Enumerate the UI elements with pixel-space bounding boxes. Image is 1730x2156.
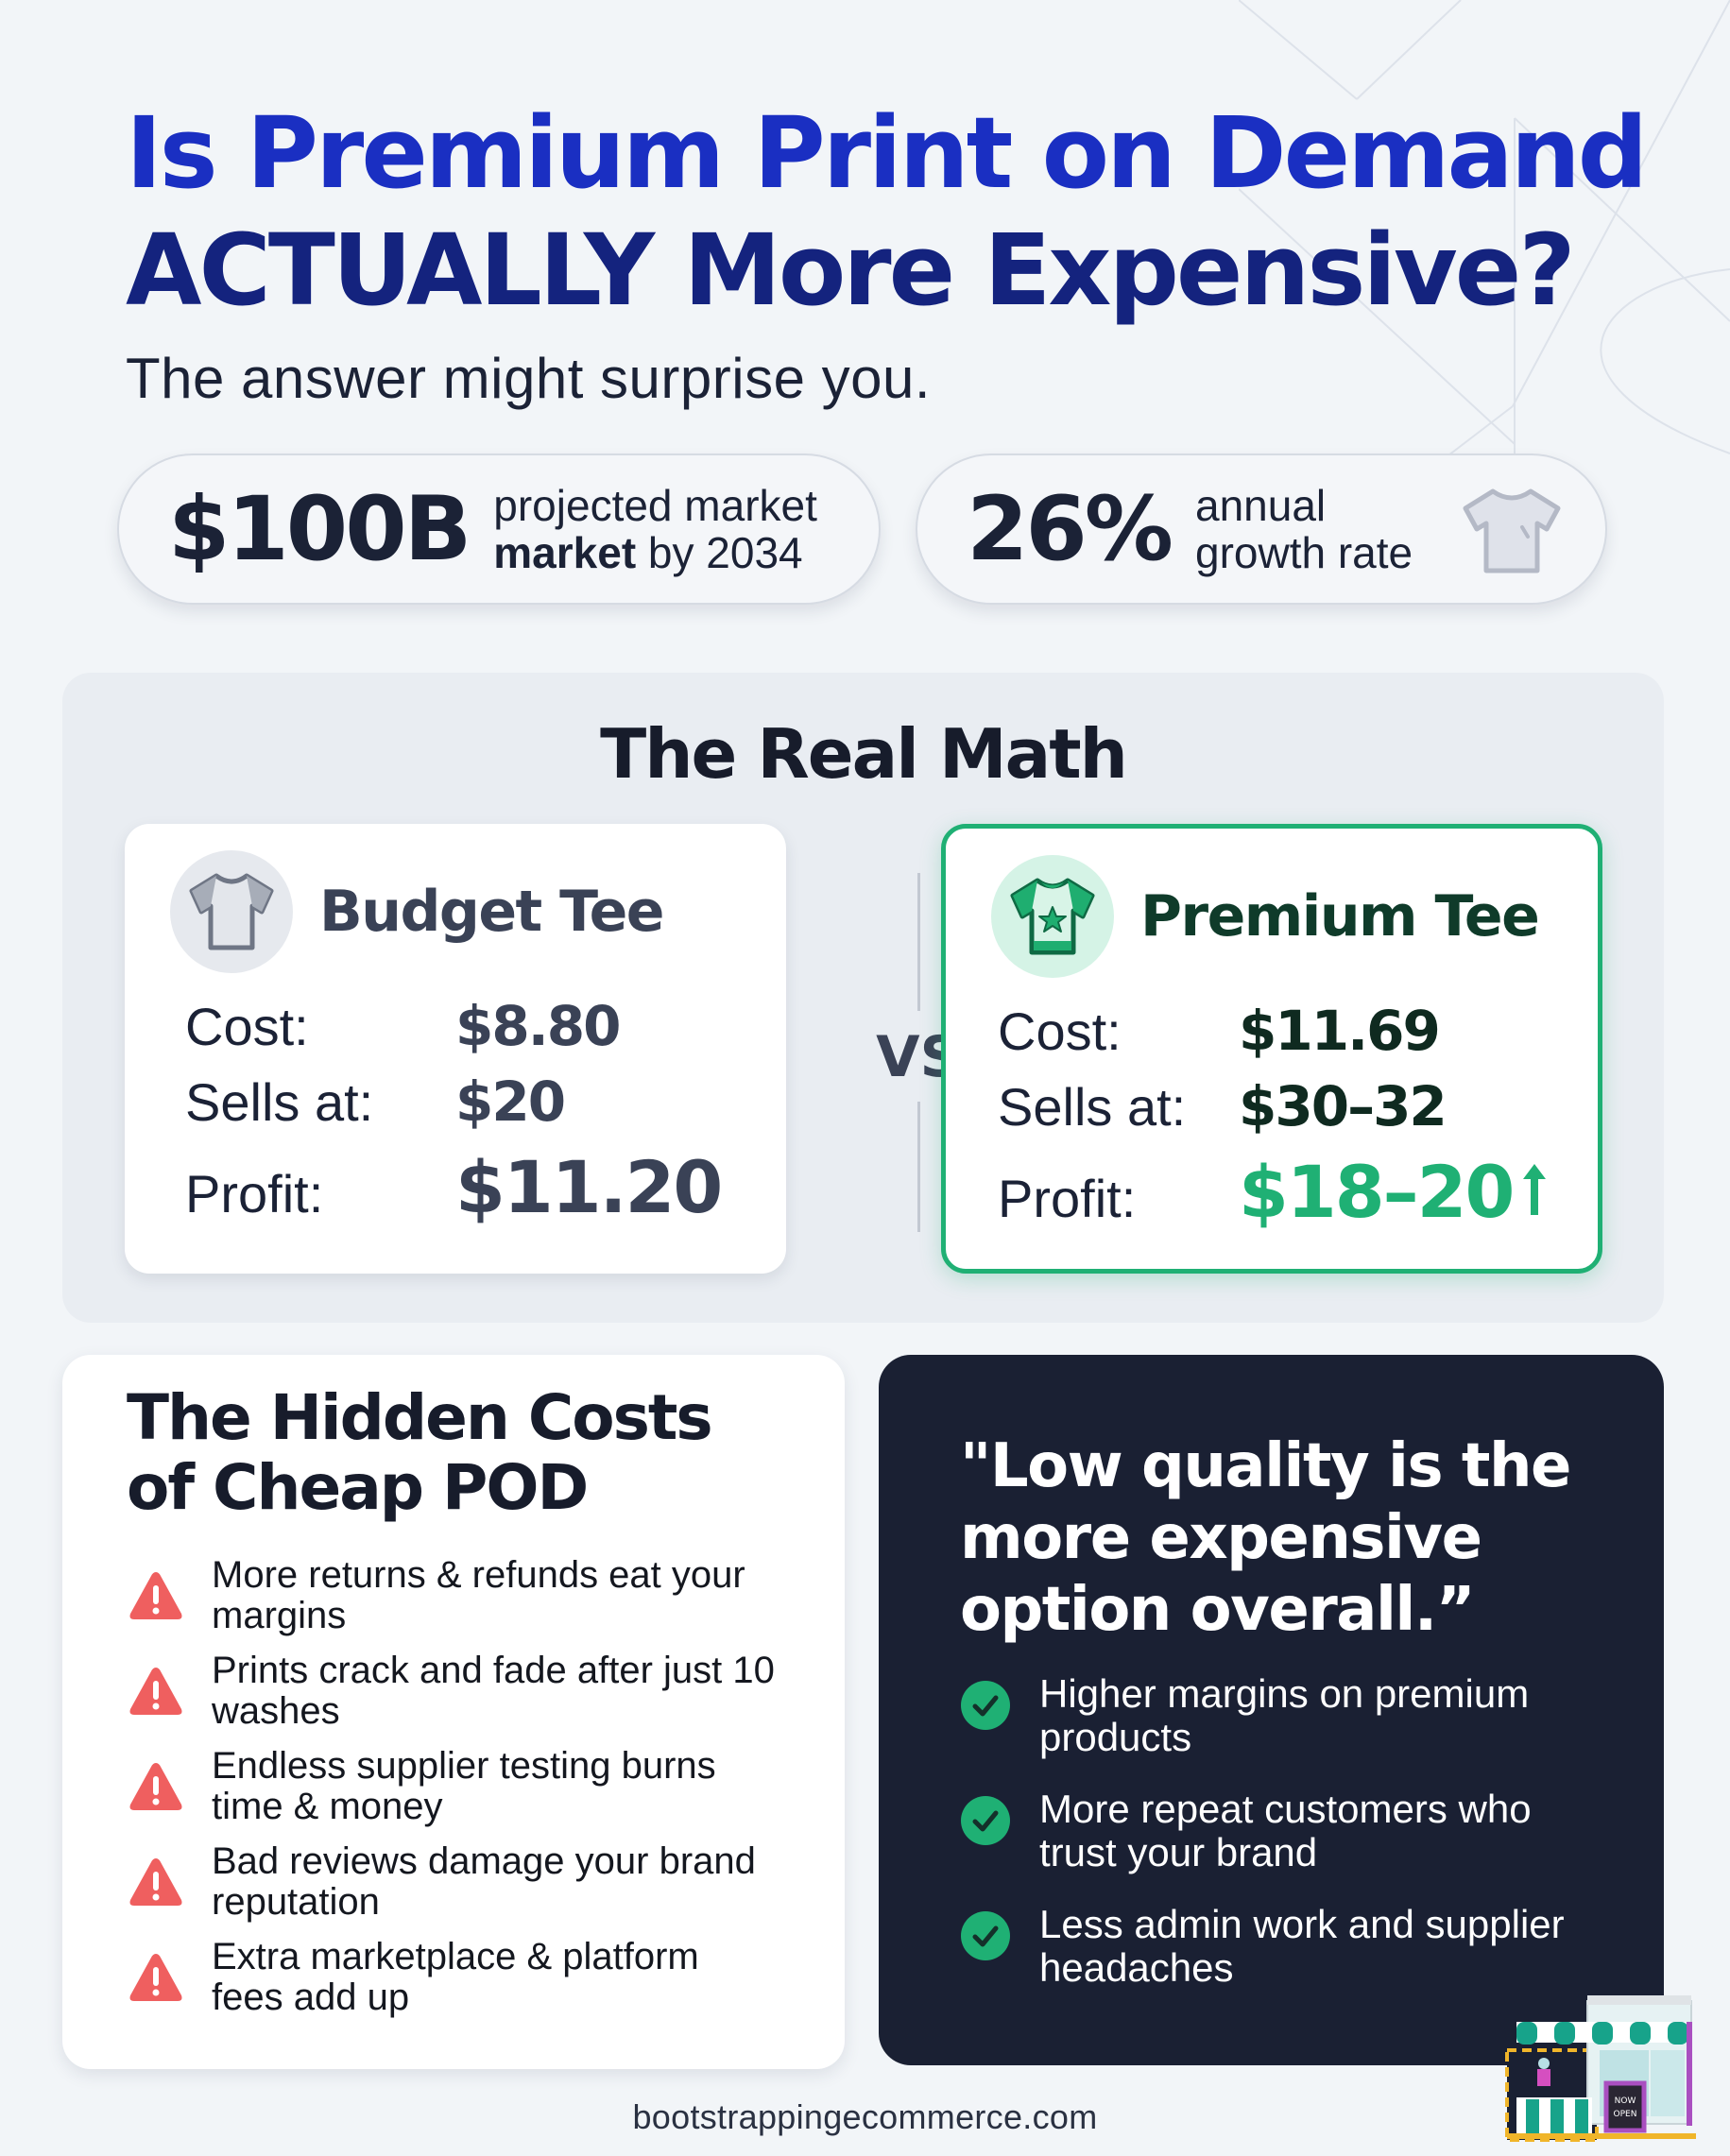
benefits-list: Higher margins on premium products More …: [960, 1672, 1606, 2018]
check-circle-icon: [961, 1911, 1010, 1960]
stat-desc-line1: projected market: [493, 481, 817, 530]
row-label: Sells at:: [998, 1077, 1187, 1137]
row-label: Sells at:: [185, 1072, 374, 1132]
quote-card: "Low quality is the more expensive optio…: [879, 1355, 1664, 2065]
list-item: Less admin work and supplier headaches: [960, 1903, 1606, 1990]
list-item: More returns & refunds eat your margins: [127, 1548, 779, 1643]
stat-description: annual growth rate: [1195, 482, 1413, 576]
warning-icon: [129, 1953, 182, 2001]
row-value: $11.69: [1239, 999, 1441, 1063]
star-tshirt-icon: [1010, 878, 1095, 955]
storefront-illustration: NOW OPEN: [1505, 1995, 1696, 2142]
stat-value: $100B: [168, 477, 471, 581]
warning-icon: [129, 1857, 182, 1906]
premium-tee-name: Premium Tee: [1140, 883, 1540, 950]
arrow-up-icon: [1523, 1164, 1547, 1215]
row-label: Cost:: [998, 1001, 1122, 1061]
row-label: Profit:: [185, 1164, 324, 1223]
tshirt-icon: [1463, 488, 1561, 573]
list-item: Prints crack and fade after just 10 wash…: [127, 1643, 779, 1738]
divider-line: [917, 873, 920, 1011]
hidden-costs-card: The Hidden Costs of Cheap POD More retur…: [62, 1355, 845, 2069]
row-value: $30–32: [1239, 1074, 1447, 1138]
svg-text:OPEN: OPEN: [1614, 2110, 1637, 2119]
row-value: $11.20: [455, 1145, 723, 1229]
list-item-text: Less admin work and supplier headaches: [1039, 1902, 1565, 1990]
hidden-costs-list: More returns & refunds eat your margins …: [127, 1548, 779, 2025]
premium-tee-card: Premium Tee Cost: $11.69 Sells at: $30–3…: [941, 824, 1602, 1274]
footer-url[interactable]: bootstrappingecommerce.com: [632, 2097, 1098, 2136]
check-circle-icon: [961, 1796, 1010, 1845]
row-label: Cost:: [185, 997, 309, 1056]
budget-row-cost: Cost: $8.80: [185, 994, 721, 1069]
warning-icon: [129, 1667, 182, 1715]
premium-row-cost: Cost: $11.69: [998, 999, 1549, 1074]
premium-tee-header: Premium Tee: [991, 855, 1540, 978]
budget-tee-header: Budget Tee: [170, 850, 664, 973]
budget-tee-card: Budget Tee Cost: $8.80 Sells at: $20 Pro…: [125, 824, 786, 1274]
warning-icon: [129, 1571, 182, 1619]
stat-desc-line2: growth rate: [1195, 528, 1413, 577]
list-item-text: Extra marketplace & platform fees add up: [212, 1935, 699, 2018]
list-item: Endless supplier testing burns time & mo…: [127, 1738, 779, 1834]
subtitle: The answer might surprise you.: [126, 347, 932, 410]
stat-desc-rest: by 2034: [636, 528, 803, 577]
premium-icon-circle: [991, 855, 1114, 978]
premium-tee-rows: Cost: $11.69 Sells at: $30–32 Profit: $1…: [998, 999, 1549, 1234]
stat-growth-rate: 26% annual growth rate: [916, 453, 1607, 605]
title-line-2: ACTUALLY More Expensive?: [126, 213, 1576, 328]
list-item-text: Prints crack and fade after just 10 wash…: [212, 1649, 775, 1732]
stat-desc-line1: annual: [1195, 481, 1327, 530]
list-item: Extra marketplace & platform fees add up: [127, 1929, 779, 2025]
budget-row-sells-at: Sells at: $20: [185, 1069, 721, 1145]
hidden-costs-title-line2: of Cheap POD: [127, 1451, 589, 1524]
list-item-text: Endless supplier testing burns time & mo…: [212, 1744, 716, 1827]
row-value: $18–20: [1239, 1150, 1515, 1234]
title-line-1: Is Premium Print on Demand: [126, 95, 1648, 211]
stat-desc-bold: market: [493, 528, 637, 577]
list-item: Bad reviews damage your brand reputation: [127, 1834, 779, 1929]
list-item-text: Higher margins on premium products: [1039, 1671, 1530, 1759]
storefront-sign: NOW: [1615, 2096, 1636, 2106]
budget-tee-name: Budget Tee: [319, 879, 664, 945]
stat-market-size: $100B projected market market by 2034: [117, 453, 881, 605]
stat-description: projected market market by 2034: [493, 482, 817, 576]
row-value: $8.80: [455, 994, 621, 1058]
row-value: $20: [455, 1069, 566, 1134]
row-label: Profit:: [998, 1169, 1137, 1228]
list-item-text: More returns & refunds eat your margins: [212, 1553, 745, 1636]
tshirt-icon: [189, 873, 274, 950]
premium-row-sells-at: Sells at: $30–32: [998, 1074, 1549, 1150]
page-title: Is Premium Print on Demand ACTUALLY More…: [126, 94, 1648, 329]
stat-value: 26%: [967, 477, 1173, 581]
budget-tee-rows: Cost: $8.80 Sells at: $20 Profit: $11.20: [185, 994, 723, 1229]
real-math-panel: The Real Math Budget Tee Cost: $8.80 Sel…: [62, 673, 1664, 1323]
list-item-text: Bad reviews damage your brand reputation: [212, 1839, 756, 1923]
check-circle-icon: [961, 1681, 1010, 1730]
divider-line: [917, 1102, 920, 1232]
list-item: More repeat customers who trust your bra…: [960, 1788, 1606, 1874]
list-item-text: More repeat customers who trust your bra…: [1039, 1787, 1532, 1874]
real-math-title: The Real Math: [600, 714, 1128, 794]
list-item: Higher margins on premium products: [960, 1672, 1606, 1759]
warning-icon: [129, 1762, 182, 1810]
premium-row-profit: Profit: $18–20: [998, 1150, 1549, 1234]
budget-icon-circle: [170, 850, 293, 973]
hidden-costs-title: The Hidden Costs of Cheap POD: [127, 1381, 713, 1524]
stat-desc-line2: market by 2034: [493, 529, 817, 576]
budget-row-profit: Profit: $11.20: [185, 1145, 723, 1229]
hidden-costs-title-line1: The Hidden Costs: [127, 1381, 713, 1454]
quote-text: "Low quality is the more expensive optio…: [960, 1431, 1571, 1645]
